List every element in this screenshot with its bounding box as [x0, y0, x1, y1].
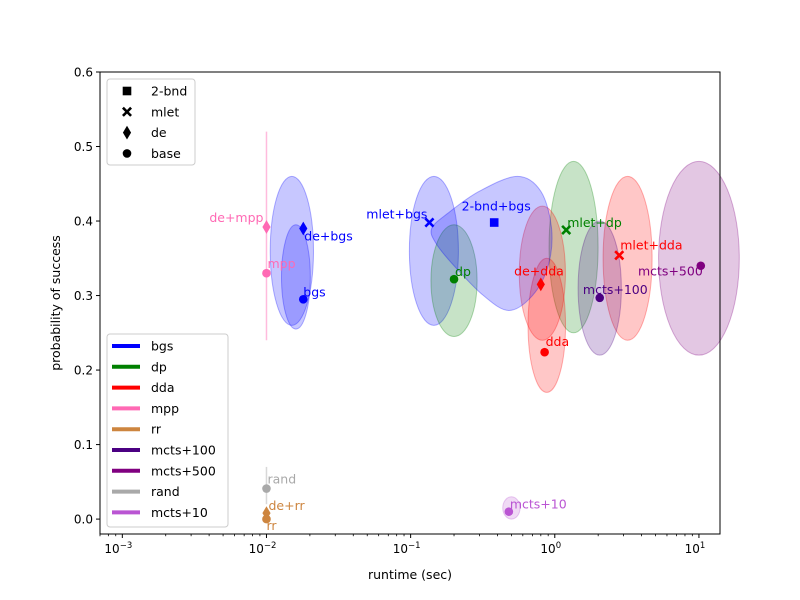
legend-color-label: mcts+100 — [151, 443, 216, 458]
point-label-rr: rr — [266, 518, 277, 533]
x-tick-exponent: 1 — [700, 541, 705, 551]
y-tick-label: 0.3 — [74, 289, 93, 303]
legend-color-label: dp — [151, 359, 167, 374]
legend-marker-2-bnd — [122, 86, 132, 96]
point-de-dda — [536, 277, 545, 292]
point-label-mcts-500: mcts+500 — [638, 264, 703, 279]
point-bgs — [298, 294, 308, 304]
region-mcts-500 — [658, 160, 740, 356]
point-label-de-rr: de+rr — [268, 498, 305, 513]
region-bgs — [408, 175, 459, 326]
x-tick-base: 10 — [685, 542, 700, 556]
x-tick-exponent: −3 — [120, 541, 133, 551]
x-tick-base: 10 — [104, 542, 119, 556]
point-dda — [540, 347, 549, 357]
point-mlet-dda — [614, 250, 625, 261]
region-bgs-blob — [430, 175, 553, 311]
legend-color-label: rand — [151, 484, 180, 499]
y-tick-label: 0.6 — [74, 66, 93, 80]
y-tick-label: 0.1 — [74, 438, 93, 452]
x-tick-label: 101 — [685, 541, 706, 556]
point-label-mcts-10: mcts+10 — [510, 497, 567, 512]
color-legend: bgs dp dda mpp rr mcts+100 mcts+500 rand mcts+10 — [106, 333, 229, 528]
legend-marker-label: base — [151, 146, 181, 161]
point-label-mpp: mpp — [267, 256, 295, 271]
axes — [99, 71, 721, 535]
x-tick-base: 10 — [393, 542, 408, 556]
legend-marker-de — [122, 125, 132, 140]
point-label-bgs: bgs — [303, 284, 325, 299]
y-tick-label: 0.4 — [74, 215, 93, 229]
region-dda — [602, 175, 653, 341]
legend-color-label: mpp — [151, 401, 179, 416]
legend-color-label: mcts+10 — [151, 505, 208, 520]
point-de-bgs — [299, 221, 308, 236]
point-rand — [262, 484, 271, 493]
x-tick-base: 10 — [540, 542, 555, 556]
axis-ticks: 0.00.10.20.30.40.50.610−3 10−2 10−1 100 101 — [74, 66, 705, 557]
point-label-dp: dp — [455, 264, 471, 279]
legend-marker-mlet — [121, 106, 133, 117]
point-rr — [262, 514, 271, 524]
point-mlet-dp — [561, 224, 572, 235]
y-tick-label: 0.5 — [74, 140, 93, 154]
point-label-mlet-dp: mlet+dp — [567, 215, 622, 230]
point-label-de-mpp: de+mpp — [209, 210, 263, 225]
x-tick-label: 100 — [540, 541, 561, 556]
point-de-rr — [262, 506, 271, 521]
point-mcts-500 — [696, 261, 706, 271]
region-bgs — [269, 175, 314, 326]
x-tick-exponent: −2 — [264, 541, 277, 551]
data-points: bgs de+bgs mlet+bgs 2-bnd+bgs dp mlet+dp de+dd… — [209, 199, 706, 533]
point-mcts-10 — [504, 507, 514, 516]
point-dp — [449, 274, 459, 284]
legend-marker-base — [122, 149, 132, 158]
confidence-regions — [269, 160, 740, 520]
point-de-mpp — [262, 220, 271, 234]
color-legend-box — [106, 333, 229, 528]
point-2-bnd-bgs — [489, 218, 499, 227]
point-mpp — [262, 268, 271, 278]
plot-frame — [99, 71, 721, 535]
region-dp — [548, 160, 599, 334]
x-tick-label: 10−3 — [104, 541, 132, 556]
legend-color-label: mcts+500 — [151, 463, 216, 478]
region-dda — [518, 205, 566, 341]
point-label-mlet-bgs: mlet+bgs — [366, 207, 427, 222]
y-tick-label: 0.0 — [74, 513, 93, 527]
legend-marker-label: 2-bnd — [151, 84, 187, 99]
x-tick-label: 10−1 — [393, 541, 421, 556]
point-label-mcts-100: mcts+100 — [583, 282, 648, 297]
point-label-mlet-dda: mlet+dda — [620, 237, 682, 252]
x-tick-base: 10 — [249, 542, 264, 556]
point-mlet-bgs — [424, 217, 435, 228]
marker-legend-box — [106, 78, 196, 166]
marker-legend: 2-bnd mlet de base — [106, 78, 196, 166]
region-dda — [527, 257, 567, 393]
x-axis-label: runtime (sec) — [368, 567, 452, 582]
point-label-de-bgs: de+bgs — [304, 228, 352, 243]
point-label-2-bnd-bgs: 2-bnd+bgs — [462, 199, 531, 214]
legend-marker-label: de — [151, 125, 167, 140]
x-tick-label: 10−2 — [249, 541, 277, 556]
legend-color-label: rr — [151, 422, 162, 437]
y-axis-label: probability of success — [48, 235, 63, 371]
point-label-rand: rand — [267, 472, 296, 487]
point-label-de-dda: de+dda — [514, 263, 564, 278]
legend-marker-label: mlet — [151, 104, 179, 119]
region-mcts-100 — [577, 220, 622, 356]
legend-color-label: dda — [151, 380, 175, 395]
point-mcts-100 — [595, 293, 605, 303]
y-tick-label: 0.2 — [74, 364, 93, 378]
x-tick-exponent: 0 — [556, 541, 561, 551]
legend-color-label: bgs — [151, 339, 173, 354]
point-label-dda: dda — [546, 334, 570, 349]
x-tick-exponent: −1 — [408, 541, 421, 551]
